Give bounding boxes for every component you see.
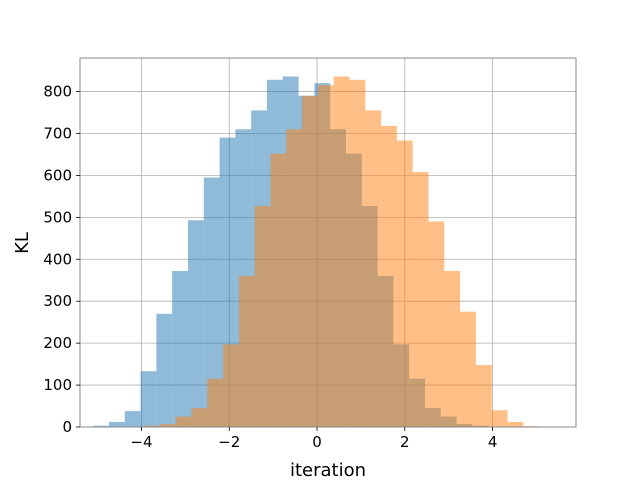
y-tick-label: 600: [43, 166, 72, 184]
histogram-bar-series-2: [365, 110, 382, 428]
histogram-bar-series-2: [460, 311, 476, 427]
histogram-bar-series-1: [93, 425, 109, 427]
histogram-bar-series-2: [428, 221, 445, 427]
histogram-bar-series-2: [223, 344, 239, 427]
x-tick-label: −2: [218, 433, 240, 451]
histogram-bar-series-2: [144, 425, 160, 427]
y-tick-label: 500: [43, 208, 72, 226]
histogram-bar-series-1: [124, 411, 141, 427]
histogram-bar-series-2: [396, 140, 413, 427]
histogram-bar-series-1: [108, 421, 125, 427]
histogram-bar-series-2: [317, 85, 334, 428]
y-tick-label: 100: [43, 376, 72, 394]
histogram-bar-series-2: [444, 271, 461, 427]
histogram-bar-series-2: [254, 206, 271, 427]
histogram-bar-series-2: [238, 276, 255, 427]
y-tick-label: 400: [43, 250, 72, 268]
histogram-bar-series-2: [159, 424, 176, 427]
x-tick-label: 2: [400, 433, 410, 451]
y-axis-ticks: 0 100 200 300 400 500 600 700 800: [43, 83, 80, 436]
histogram-bar-series-2: [349, 79, 366, 428]
y-tick-label: 700: [43, 124, 72, 142]
x-tick-label: 4: [488, 433, 498, 451]
histogram-bar-series-1: [187, 220, 204, 427]
histogram-bar-series-2: [412, 172, 429, 427]
histogram-bar-series-2: [475, 364, 492, 427]
histogram-bar-series-2: [333, 76, 350, 427]
x-tick-label: 0: [312, 433, 322, 451]
histogram-bar-series-2: [175, 416, 192, 427]
plot-frame: [79, 57, 577, 428]
histogram-bar-series-2: [286, 129, 303, 427]
y-tick-label: 800: [43, 83, 72, 101]
x-axis-label: iteration: [290, 460, 366, 480]
histogram-bar-series-2: [507, 421, 524, 427]
histogram-bar-series-2: [491, 410, 508, 427]
y-tick-label: 300: [43, 292, 72, 310]
histogram-bar-series-2: [270, 153, 287, 427]
histogram-bar-series-1: [156, 313, 173, 427]
y-axis-label: KL: [12, 232, 33, 254]
histogram-bar-series-2: [381, 125, 397, 428]
histogram-bars: [93, 76, 540, 428]
histogram-bar-series-1: [172, 271, 188, 427]
histogram-bar-series-2: [302, 95, 318, 427]
x-tick-label: −4: [130, 433, 152, 451]
y-tick-label: 200: [43, 334, 72, 352]
y-tick-label: 0: [62, 418, 72, 436]
x-axis-ticks: −4 −2 0 2 4: [130, 427, 497, 451]
histogram-bar-series-1: [203, 177, 220, 427]
histogram-bar-series-1: [140, 371, 157, 427]
histogram-bar-series-2: [207, 378, 224, 427]
histogram-bar-series-2: [191, 408, 208, 427]
